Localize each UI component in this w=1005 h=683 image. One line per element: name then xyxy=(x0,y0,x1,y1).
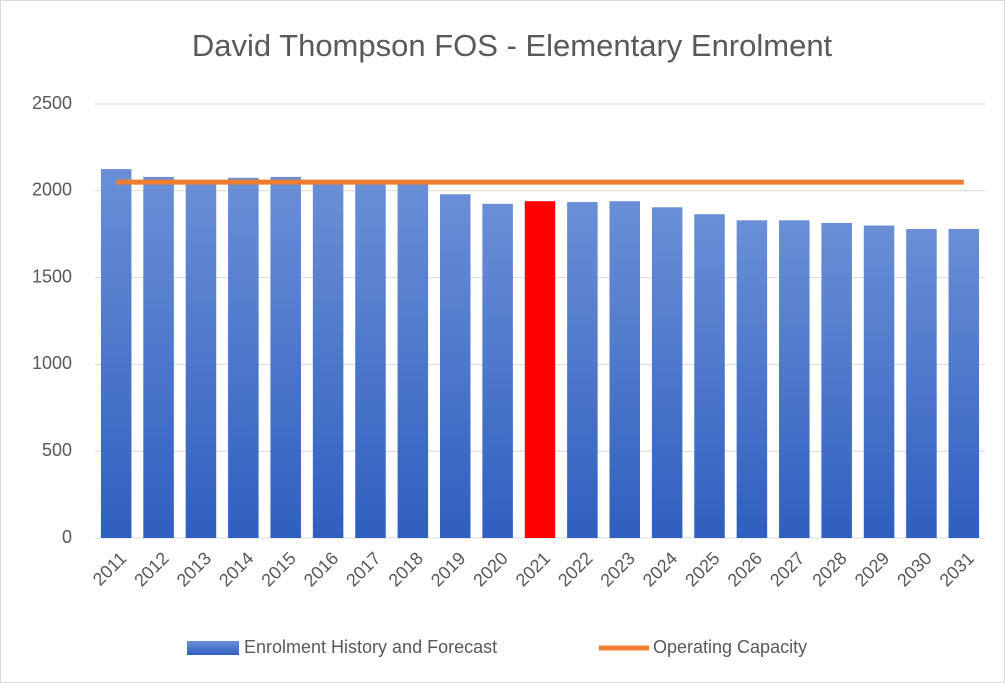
bar xyxy=(906,228,937,538)
bar xyxy=(524,201,556,538)
bar xyxy=(609,201,641,538)
bar xyxy=(948,228,980,538)
y-tick-label: 1000 xyxy=(32,353,72,373)
bar xyxy=(312,182,344,538)
y-tick-label: 1500 xyxy=(32,266,72,286)
bar xyxy=(143,176,174,539)
bar xyxy=(863,225,895,538)
y-tick-label: 2500 xyxy=(32,93,72,113)
chart-title: David Thompson FOS - Elementary Enrolmen… xyxy=(192,28,833,63)
bar xyxy=(651,207,683,539)
bar xyxy=(397,183,429,538)
bar xyxy=(270,176,301,539)
bar xyxy=(228,177,259,538)
bar xyxy=(694,214,725,538)
bar xyxy=(821,222,852,538)
bar xyxy=(439,194,471,538)
legend-swatch xyxy=(187,641,239,655)
y-tick-label: 2000 xyxy=(32,180,72,200)
bar xyxy=(567,202,598,539)
bar xyxy=(779,220,810,538)
bar xyxy=(355,182,386,538)
legend-label: Operating Capacity xyxy=(653,637,807,657)
legend-label: Enrolment History and Forecast xyxy=(244,637,497,657)
bar xyxy=(736,220,768,538)
bar xyxy=(482,203,513,538)
bar xyxy=(185,182,217,538)
y-tick-label: 0 xyxy=(62,527,72,547)
bar xyxy=(100,169,132,538)
y-tick-label: 500 xyxy=(42,440,72,460)
